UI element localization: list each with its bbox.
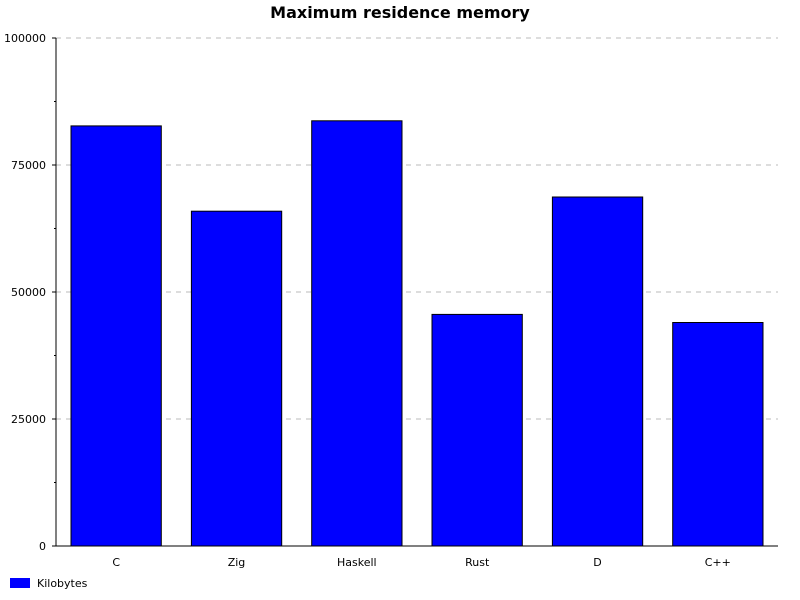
x-tick-label: D (593, 556, 601, 569)
y-tick-label: 25000 (11, 413, 46, 426)
grid-lines (56, 37, 778, 420)
x-tick-label: C++ (705, 556, 731, 569)
bars (70, 120, 764, 547)
legend-label: Kilobytes (37, 577, 88, 590)
bar-c (70, 125, 162, 547)
x-tick-label: Rust (465, 556, 490, 569)
bar-rust (431, 313, 523, 547)
bar-d (551, 196, 644, 547)
y-tick-label: 0 (39, 540, 46, 553)
bar-cpp (672, 322, 764, 547)
x-tick-label: Haskell (337, 556, 377, 569)
y-axis-ticks: 0 25000 50000 75000 100000 (4, 32, 56, 553)
bar-zig (190, 210, 283, 547)
bar-haskell (311, 120, 403, 547)
x-axis-ticks: C Zig Haskell Rust D C++ (112, 556, 731, 569)
y-tick-label: 75000 (11, 159, 46, 172)
y-tick-label: 100000 (4, 32, 46, 45)
y-tick-label: 50000 (11, 286, 46, 299)
legend-swatch (10, 578, 30, 588)
chart-title: Maximum residence memory (270, 3, 530, 22)
legend: Kilobytes (10, 577, 88, 590)
x-tick-label: Zig (228, 556, 246, 569)
x-tick-label: C (112, 556, 120, 569)
